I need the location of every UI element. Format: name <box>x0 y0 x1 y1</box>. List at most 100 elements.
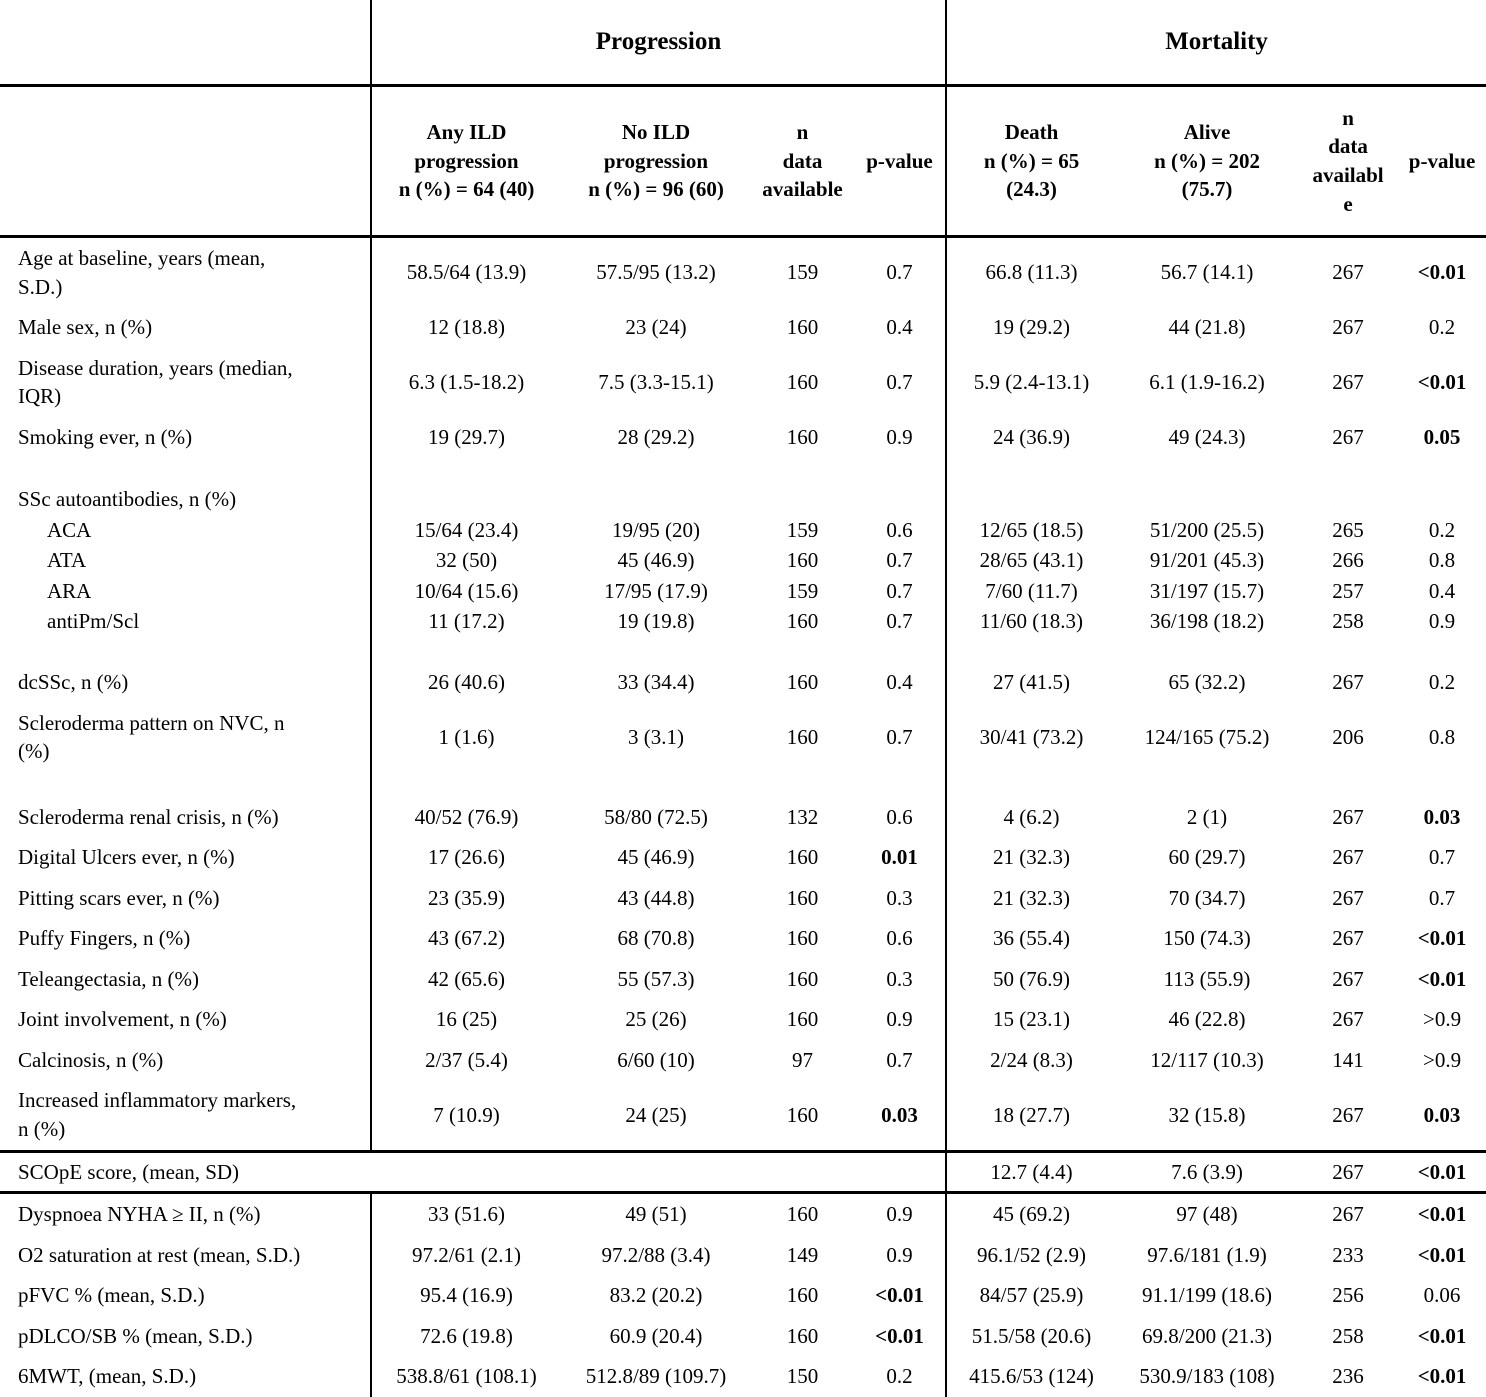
data-cell: 0.7 <box>886 724 913 749</box>
data-cell: <0.01 <box>875 1283 924 1308</box>
data-cell: 23 (35.9) <box>370 877 561 919</box>
data-cell: 70 (34.7) <box>1168 885 1246 910</box>
data-cell: <0.01 <box>1417 966 1467 991</box>
data-cell: 33 (34.4) <box>617 670 695 695</box>
row-label <box>0 637 371 662</box>
progression-group-header: Progression <box>369 0 947 87</box>
data-cell: 0.4 <box>886 670 913 695</box>
data-cell: 95.4 (16.9) <box>370 1275 561 1316</box>
data-cell: 7.6 (3.9) <box>1116 1149 1299 1195</box>
table-row: Joint involvement, n (%) 16 (25) 25 (26) 16… <box>0 999 1486 1040</box>
data-cell <box>1298 637 1398 662</box>
data-cell: 160 <box>786 724 819 749</box>
data-cell: 36/198 (18.2) <box>1149 609 1265 634</box>
data-cell: 0.8 <box>1428 724 1456 749</box>
data-cell <box>751 482 854 515</box>
row-label: pFVC % (mean, S.D.) <box>18 1283 205 1308</box>
table-row: Male sex, n (%) 12 (18.8) 23 (24) 160 0.4 19 … <box>0 307 1486 348</box>
table-row: dcSSc, n (%) 26 (40.6) 33 (34.4) 160 0.4 27 (… <box>0 662 1486 703</box>
data-cell: 45 (69.2) <box>945 1192 1117 1235</box>
data-cell: 206 <box>1332 724 1364 749</box>
data-cell: 160 <box>786 315 819 340</box>
column-header-row: Any ILD progression n (%) = 64 (40) No I… <box>0 85 1486 238</box>
data-cell: 6/60 (10) <box>617 1047 695 1072</box>
data-cell: 33 (51.6) <box>370 1192 561 1235</box>
data-cell <box>854 457 946 482</box>
data-cell <box>751 637 854 662</box>
data-cell: 0.6 <box>886 804 913 829</box>
data-cell: 0.7 <box>886 260 913 285</box>
table-row: Digital Ulcers ever, n (%) 17 (26.6) 45 (4… <box>0 837 1486 878</box>
data-cell: 60.9 (20.4) <box>609 1323 703 1348</box>
row-label: O2 saturation at rest (mean, S.D.) <box>18 1242 301 1267</box>
row-label: ATA <box>47 548 87 573</box>
data-cell: 0.03 <box>1423 1102 1461 1127</box>
data-cell <box>854 1149 947 1195</box>
data-cell: <0.01 <box>1417 1323 1467 1348</box>
data-cell: 17/95 (17.9) <box>604 578 708 603</box>
data-cell: <0.01 <box>1417 926 1467 951</box>
data-cell <box>854 637 946 662</box>
data-cell: >0.9 <box>1423 1047 1462 1072</box>
data-cell <box>370 771 561 797</box>
data-cell <box>561 482 751 515</box>
data-cell: 7.5 (3.3-15.1) <box>598 369 714 394</box>
row-label: Digital Ulcers ever, n (%) <box>18 845 235 870</box>
data-cell: 0.03 <box>1423 804 1461 829</box>
table-row: SSc autoantibodies, n (%) <box>0 482 1486 515</box>
table-row: Scleroderma pattern on NVC, n (%) 1 (1.6)… <box>0 702 1486 772</box>
data-cell <box>561 457 751 482</box>
data-cell: 49 (24.3) <box>1168 424 1246 449</box>
data-cell: 56.7 (14.1) <box>1160 260 1254 285</box>
data-cell: 150 (74.3) <box>1163 926 1251 951</box>
data-cell <box>370 482 561 515</box>
data-cell: 28 (29.2) <box>617 424 695 449</box>
row-label: Pitting scars ever, n (%) <box>18 885 220 910</box>
data-cell: 65 (32.2) <box>1168 670 1246 695</box>
data-cell <box>1116 457 1298 482</box>
data-cell: 160 <box>786 845 819 870</box>
row-label: dcSSc, n (%) <box>18 670 129 695</box>
data-cell <box>370 637 561 663</box>
data-cell <box>561 1149 751 1195</box>
data-cell: 0.05 <box>1423 424 1461 449</box>
data-cell: 60 (29.7) <box>1168 845 1246 870</box>
data-cell: 267 <box>1332 260 1364 285</box>
data-cell <box>854 482 946 515</box>
data-cell: 84/57 (25.9) <box>945 1275 1117 1316</box>
data-cell: 267 <box>1332 1007 1364 1032</box>
data-cell: 2 (1) <box>1186 804 1228 829</box>
data-cell: 0.9 <box>886 1242 913 1267</box>
data-cell: 267 <box>1332 670 1364 695</box>
data-cell: 27 (41.5) <box>945 662 1117 703</box>
data-cell: 66.8 (11.3) <box>945 236 1117 308</box>
data-cell: 267 <box>1332 885 1364 910</box>
data-cell: 160 <box>786 1323 819 1348</box>
data-cell: 0.6 <box>886 926 913 951</box>
col-header-n-data-available-progression: n data available <box>751 85 854 238</box>
data-cell <box>854 772 946 797</box>
data-cell: 51/200 (25.5) <box>1149 517 1265 542</box>
data-cell: 0.7 <box>1428 885 1456 910</box>
data-cell: 0.2 <box>1428 315 1456 340</box>
data-cell <box>751 772 854 797</box>
data-cell: 45 (46.9) <box>617 845 695 870</box>
col-header-death: Death n (%) = 65 (24.3) <box>945 85 1117 238</box>
data-cell: 24 (36.9) <box>945 416 1117 458</box>
corner-cell <box>0 85 371 238</box>
data-cell: 0.9 <box>886 1007 913 1032</box>
data-cell: 159 <box>786 578 819 603</box>
data-cell: 0.7 <box>886 369 913 394</box>
data-cell: 19 (19.8) <box>617 609 695 634</box>
data-cell <box>370 457 561 483</box>
data-cell: 32 (50) <box>370 545 561 576</box>
data-cell: 0.4 <box>1428 578 1456 603</box>
data-cell: 97.2/61 (2.1) <box>370 1234 561 1276</box>
table-row: Age at baseline, years (mean, S.D.) 58.5/… <box>0 236 1486 308</box>
data-cell: 267 <box>1332 315 1364 340</box>
data-cell <box>1116 637 1298 662</box>
data-cell: 91.1/199 (18.6) <box>1141 1283 1273 1308</box>
data-cell: 124/165 (75.2) <box>1144 724 1270 749</box>
data-cell: 0.6 <box>886 517 913 542</box>
data-cell: 50 (76.9) <box>945 958 1117 1000</box>
